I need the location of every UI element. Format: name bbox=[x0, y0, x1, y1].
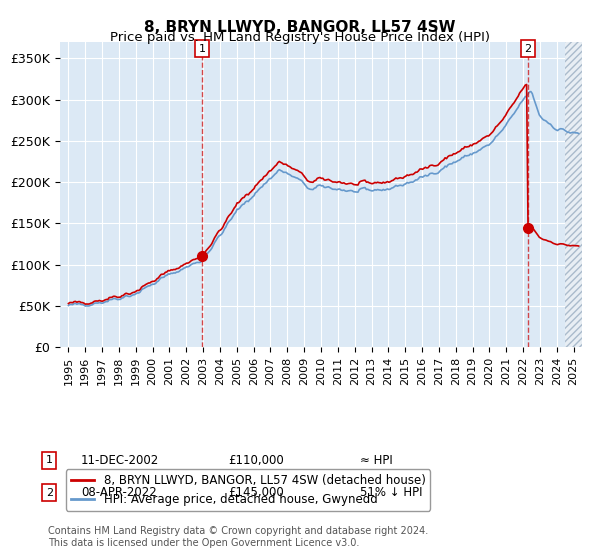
Text: 08-APR-2022: 08-APR-2022 bbox=[81, 486, 157, 500]
Text: 2: 2 bbox=[46, 488, 53, 498]
Text: ≈ HPI: ≈ HPI bbox=[360, 454, 393, 467]
Text: Contains HM Land Registry data © Crown copyright and database right 2024.
This d: Contains HM Land Registry data © Crown c… bbox=[48, 526, 428, 548]
Text: Price paid vs. HM Land Registry's House Price Index (HPI): Price paid vs. HM Land Registry's House … bbox=[110, 31, 490, 44]
Text: 11-DEC-2002: 11-DEC-2002 bbox=[81, 454, 159, 467]
Text: 2: 2 bbox=[524, 44, 531, 54]
Text: £145,000: £145,000 bbox=[228, 486, 284, 500]
Text: 51% ↓ HPI: 51% ↓ HPI bbox=[360, 486, 422, 500]
Text: 1: 1 bbox=[46, 455, 53, 465]
Legend: 8, BRYN LLWYD, BANGOR, LL57 4SW (detached house), HPI: Average price, detached h: 8, BRYN LLWYD, BANGOR, LL57 4SW (detache… bbox=[66, 469, 430, 511]
Text: 8, BRYN LLWYD, BANGOR, LL57 4SW: 8, BRYN LLWYD, BANGOR, LL57 4SW bbox=[144, 20, 456, 35]
Text: 1: 1 bbox=[199, 44, 206, 54]
Bar bbox=[565, 42, 582, 347]
Text: £110,000: £110,000 bbox=[228, 454, 284, 467]
